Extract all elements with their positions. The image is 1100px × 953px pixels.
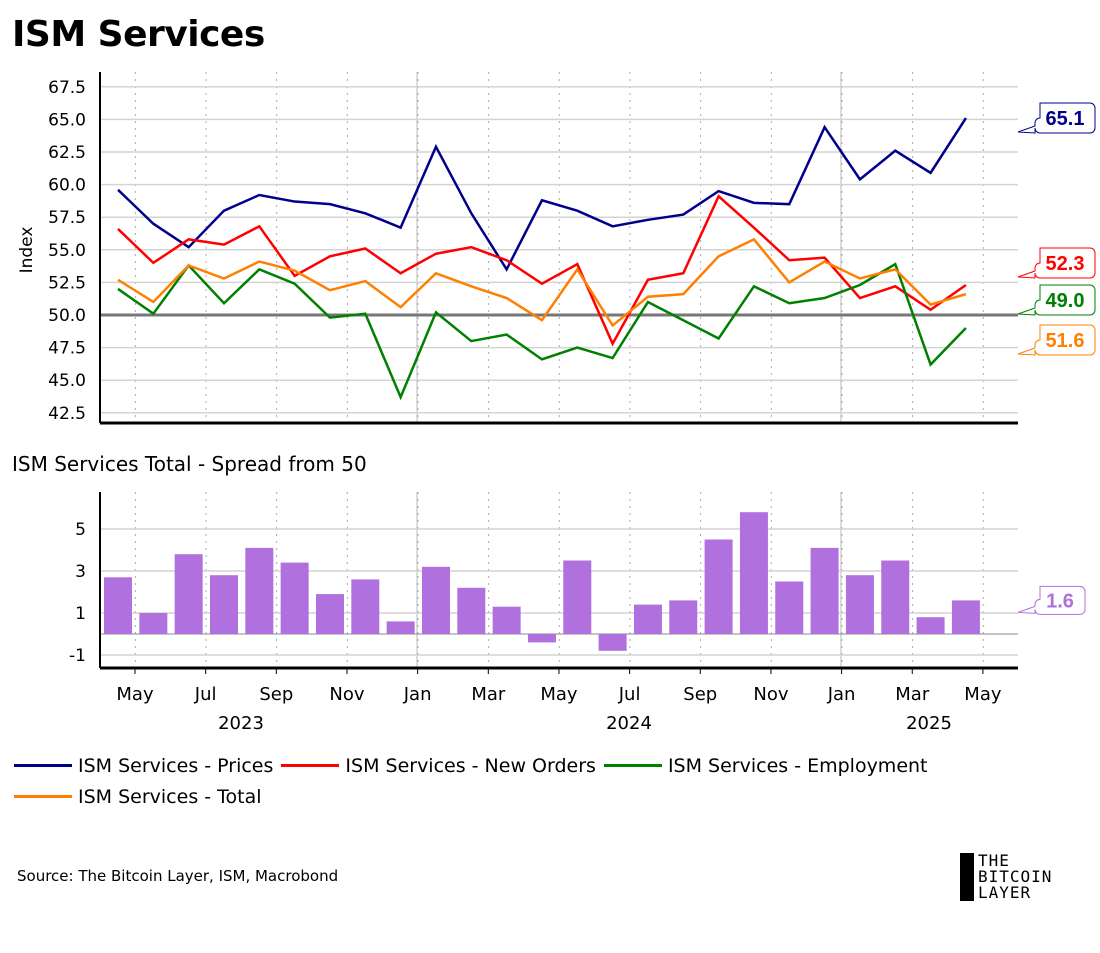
spread-bar: [421, 566, 450, 634]
value-callout: [1017, 102, 1096, 134]
y-tick-label: 47.5: [48, 339, 86, 359]
spread-bar: [951, 600, 980, 634]
y-tick-label: 1: [75, 604, 86, 624]
x-tick-label: Mar: [895, 684, 930, 705]
legend-swatch: [14, 764, 72, 767]
x-tick-label: Nov: [753, 684, 788, 705]
value-callout-label: 65.1: [1046, 108, 1085, 130]
legend: ISM Services - Prices ISM Services - New …: [14, 750, 1014, 812]
y-tick-label: 65.0: [48, 110, 86, 130]
y-tick-label: 55.0: [48, 241, 86, 261]
bitcoin-layer-logo: THE BITCOIN LAYER: [960, 853, 1052, 901]
x-tick-label: Mar: [471, 684, 506, 705]
y-tick-label: 5: [75, 520, 86, 540]
x-tick-label: Sep: [259, 684, 293, 705]
value-callout: [1017, 585, 1086, 615]
legend-swatch: [281, 764, 340, 767]
x-year-label: 2025: [906, 713, 952, 734]
value-callout: [1017, 247, 1096, 279]
value-callout-label: 1.6: [1046, 590, 1074, 612]
legend-label: ISM Services - Employment: [667, 754, 928, 777]
spread-bar: [704, 539, 733, 634]
value-callout: [1017, 324, 1096, 356]
series-line-new-orders: [117, 194, 967, 347]
spread-bar: [245, 547, 274, 634]
spread-bar: [386, 621, 415, 634]
legend-swatch: [603, 764, 662, 767]
spread-bar: [457, 587, 486, 634]
legend-label: ISM Services - Prices: [78, 754, 274, 777]
logo-line: BITCOIN: [978, 867, 1053, 886]
legend-swatch: [14, 795, 72, 798]
spread-bar: [209, 575, 238, 634]
y-tick-label: 57.5: [48, 208, 86, 228]
spread-bar: [280, 562, 309, 634]
value-callout: [1017, 284, 1096, 316]
legend-item: ISM Services - Total: [14, 781, 262, 812]
series-line-employment: [117, 262, 967, 401]
value-callout-label: 52.3: [1046, 253, 1085, 275]
x-tick-label: Jan: [827, 684, 856, 705]
x-tick-label: May: [964, 684, 1002, 705]
bar-chart-title: ISM Services Total - Spread from 50: [12, 452, 367, 476]
spread-bar: [810, 547, 839, 634]
y-tick-label: 3: [75, 562, 86, 582]
spread-bar: [598, 634, 627, 651]
y-tick-label: 45.0: [48, 371, 86, 391]
series-line-prices: [117, 117, 967, 272]
spread-bar: [104, 577, 132, 634]
x-tick-label: Jul: [618, 684, 641, 705]
spread-bar: [916, 617, 945, 634]
y-tick-label: 52.5: [48, 273, 86, 293]
value-callout-label: 49.0: [1046, 290, 1085, 312]
spread-bar: [563, 560, 592, 634]
x-year-label: 2024: [606, 713, 652, 734]
x-tick-label: May: [540, 684, 578, 705]
value-callout-label: 51.6: [1046, 330, 1085, 352]
logo-bar: [960, 853, 974, 901]
y-axis-label: Index: [17, 227, 37, 274]
x-tick-label: Jul: [194, 684, 217, 705]
y-tick-label: 60.0: [48, 176, 86, 196]
spread-bar: [527, 634, 556, 643]
series-line-total: [117, 237, 967, 328]
spread-bar: [315, 594, 344, 634]
page-title: ISM Services: [12, 14, 265, 55]
legend-label: ISM Services - New Orders: [345, 754, 596, 777]
spread-bar: [492, 606, 521, 634]
source-note: Source: The Bitcoin Layer, ISM, Macrobon…: [17, 867, 339, 885]
spread-bar: [739, 512, 768, 634]
spread-bar: [845, 575, 874, 634]
x-tick-label: Nov: [329, 684, 364, 705]
legend-label: ISM Services - Total: [78, 785, 262, 808]
x-tick-label: May: [116, 684, 154, 705]
x-tick-label: Sep: [683, 684, 717, 705]
y-tick-label: 62.5: [48, 143, 86, 163]
spread-bar: [174, 554, 203, 634]
x-tick-label: Jan: [403, 684, 432, 705]
spread-bar: [633, 604, 662, 634]
y-tick-label: 50.0: [48, 306, 86, 326]
spread-bar: [351, 579, 380, 634]
spread-bar: [881, 560, 910, 634]
logo-line: THE: [978, 851, 1010, 870]
y-tick-label: -1: [69, 646, 86, 666]
logo-line: LAYER: [978, 883, 1032, 902]
x-year-label: 2023: [218, 713, 264, 734]
legend-item: ISM Services - Prices: [14, 750, 273, 781]
spread-bar: [669, 600, 698, 634]
spread-bar: [775, 581, 804, 634]
legend-item: ISM Services - New Orders: [281, 750, 596, 781]
y-tick-label: 67.5: [48, 78, 86, 98]
legend-item: ISM Services - Employment: [603, 750, 928, 781]
spread-bar: [139, 613, 168, 634]
y-tick-label: 42.5: [48, 404, 86, 424]
